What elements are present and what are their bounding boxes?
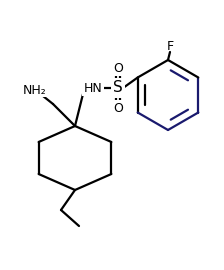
Text: O: O [113, 102, 123, 114]
Text: F: F [166, 39, 174, 52]
Text: O: O [113, 62, 123, 75]
Text: HN: HN [84, 82, 102, 94]
Text: S: S [113, 80, 123, 96]
Text: NH₂: NH₂ [23, 83, 47, 96]
